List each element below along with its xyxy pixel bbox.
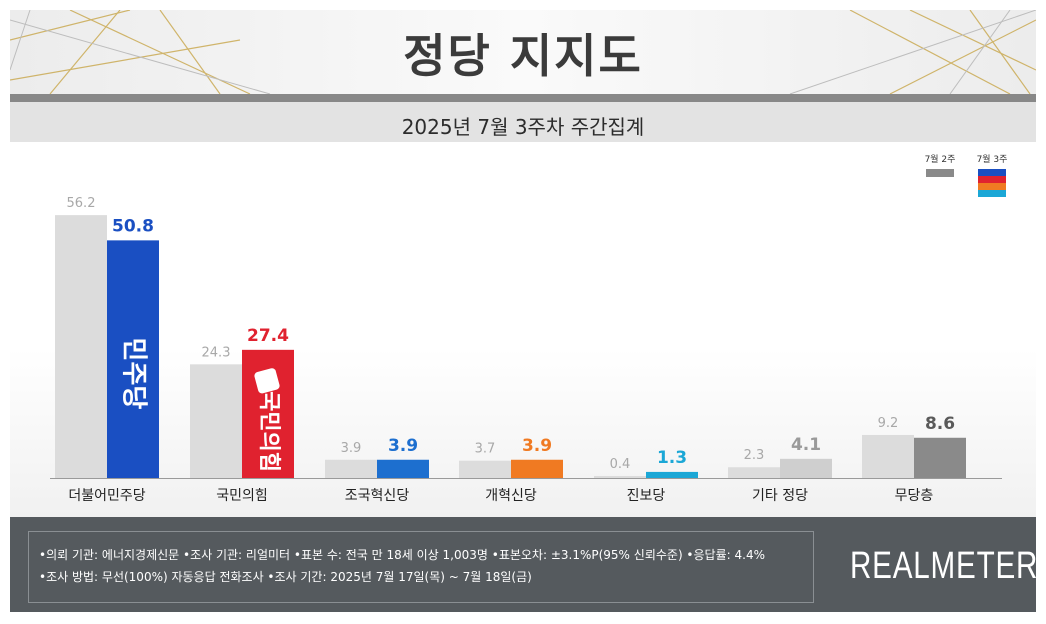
bar-curr <box>914 437 966 478</box>
value-label-prev: 3.7 <box>475 442 496 457</box>
page-title: 정당 지지도 <box>403 29 643 83</box>
title-band: 정당 지지도 <box>10 10 1036 94</box>
value-label-curr: 27.4 <box>247 326 289 346</box>
bar-prev <box>728 467 780 478</box>
value-label-curr: 1.3 <box>657 448 687 468</box>
legend-swatch-stripe <box>978 169 1006 176</box>
footer: •의뢰 기관: 에너지경제신문 •조사 기관: 리얼미터 •표본 수: 전국 만… <box>10 517 1039 612</box>
value-label-prev: 3.9 <box>341 441 362 456</box>
party-logo-text: 민주당 <box>119 338 149 410</box>
value-label-curr: 3.9 <box>388 436 418 456</box>
bar-prev <box>594 476 646 478</box>
legend-item-prev: 7월 2주 <box>920 152 960 177</box>
chart-area: 56.2 50.8 더불어민주당 민주당 24.3 27.4 국민의힘 국민의힘 3.9 3.9 조… <box>10 142 1036 517</box>
value-label-curr: 8.6 <box>925 414 955 434</box>
subtitle-band: 2025년 7월 3주차 주간집계 <box>10 102 1036 142</box>
bar-curr <box>377 459 429 478</box>
chart-legend: 7월 2주 7월 3주 <box>920 152 1020 212</box>
legend-swatch-prev <box>926 169 954 177</box>
legend-swatch-stripe <box>978 190 1006 197</box>
value-label-prev: 2.3 <box>744 448 765 463</box>
legend-swatch-stripe <box>978 183 1006 190</box>
legend-label-curr: 7월 3주 <box>976 155 1008 165</box>
party-logo-text: 국민의힘 <box>256 391 281 472</box>
legend-swatch-stripe <box>978 176 1006 183</box>
survey-notes: •의뢰 기관: 에너지경제신문 •조사 기관: 리얼미터 •표본 수: 전국 만… <box>28 531 814 603</box>
chart-subtitle: 2025년 7월 3주차 주간집계 <box>401 115 645 139</box>
bar-curr <box>511 459 563 478</box>
value-label-prev: 24.3 <box>202 345 231 360</box>
decorative-lines <box>10 10 1036 94</box>
bar-prev <box>190 364 242 478</box>
bar-curr <box>780 458 832 478</box>
value-label-prev: 9.2 <box>878 416 899 431</box>
survey-note-line-2: •조사 방법: 무선(100%) 자동응답 전화조사 •조사 기간: 2025년… <box>39 570 532 584</box>
bar-prev <box>862 434 914 478</box>
bar-prev <box>55 215 107 479</box>
value-label-curr: 4.1 <box>791 435 821 455</box>
bar-prev <box>325 459 377 478</box>
survey-note-line-1: •의뢰 기관: 에너지경제신문 •조사 기관: 리얼미터 •표본 수: 전국 만… <box>39 548 765 562</box>
value-label-curr: 50.8 <box>112 216 154 236</box>
bar-prev <box>459 460 511 478</box>
value-label-prev: 0.4 <box>610 457 631 472</box>
legend-label-prev: 7월 2주 <box>924 155 956 165</box>
bar-curr <box>107 240 159 478</box>
category-label: 더불어민주당 <box>68 488 145 504</box>
value-label-prev: 56.2 <box>67 196 96 211</box>
party-logo-icon <box>254 368 280 394</box>
title-divider <box>10 94 1036 102</box>
legend-swatch-curr <box>978 169 1006 197</box>
category-label: 진보당 <box>627 488 666 504</box>
category-label: 기타 정당 <box>752 488 808 504</box>
infographic-frame: 정당 지지도 2025년 7월 3주차 주간집계 56.2 50.8 더불어민주당 민… <box>10 10 1039 612</box>
value-label-curr: 3.9 <box>522 436 552 456</box>
bar-curr <box>646 471 698 478</box>
brand-logo: REALMETER <box>850 545 1039 587</box>
category-label: 무당층 <box>895 488 934 504</box>
legend-item-curr: 7월 3주 <box>972 152 1012 197</box>
category-label: 조국혁신당 <box>345 488 410 504</box>
category-label: 국민의힘 <box>216 488 268 504</box>
category-label: 개혁신당 <box>485 488 537 504</box>
